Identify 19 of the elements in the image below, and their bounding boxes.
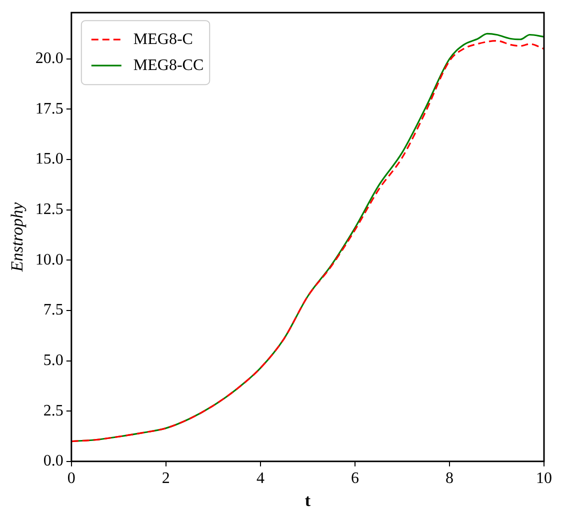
x-tick-label: 10 <box>536 470 552 488</box>
x-axis-title: t <box>304 491 311 510</box>
y-tick-label: 5.0 <box>43 352 64 369</box>
x-tick-label: 6 <box>350 470 359 488</box>
y-tick-label: 17.5 <box>35 100 64 118</box>
y-tick-label: 20.0 <box>35 50 64 68</box>
y-tick-label: 2.5 <box>43 402 64 420</box>
y-tick-label: 7.5 <box>43 302 64 319</box>
y-tick-label: 15.0 <box>35 150 64 168</box>
legend-label: MEG8-CC <box>133 56 204 74</box>
x-tick-label: 8 <box>445 470 454 488</box>
y-tick-label: 10.0 <box>35 251 64 268</box>
y-tick-label: 12.5 <box>35 201 64 218</box>
y-tick-label: 0.0 <box>43 452 64 470</box>
x-tick-label: 2 <box>162 470 170 488</box>
x-tick-label: 4 <box>256 470 264 488</box>
x-tick-label: 0 <box>67 470 76 488</box>
y-axis-title: Enstrophy <box>8 202 27 273</box>
legend-label: MEG8-C <box>133 30 193 48</box>
